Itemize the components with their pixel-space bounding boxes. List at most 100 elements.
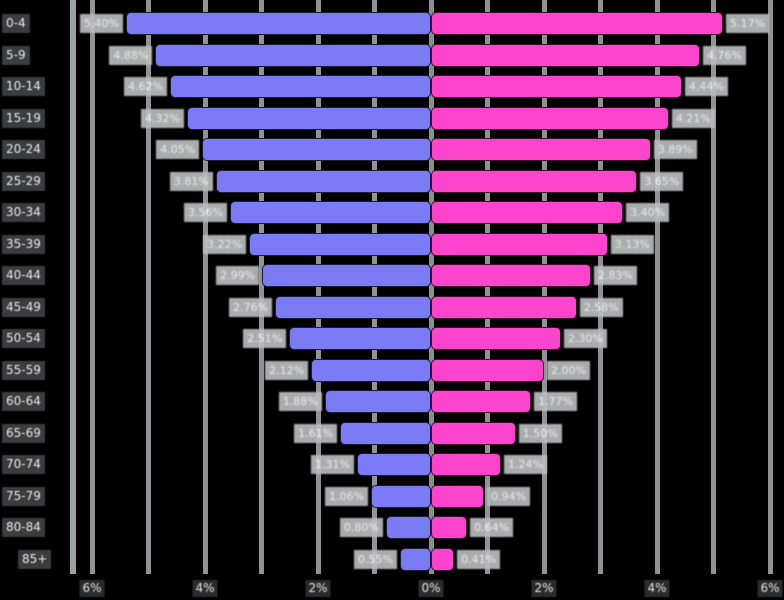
pyramid-row: 4.88% 4.76% 5-9 — [0, 40, 784, 72]
bar-male[interactable] — [215, 169, 431, 193]
bar-value-male: 4.32% — [140, 108, 184, 128]
bar-value-female: 5.17% — [726, 14, 770, 33]
pyramid-row: 1.61% 1.50% 65-69 — [0, 418, 784, 450]
bar-value-male: 3.56% — [183, 203, 227, 222]
bar-value-male: 4.62% — [124, 77, 167, 96]
bar-male[interactable] — [125, 12, 431, 35]
bar-male[interactable] — [385, 516, 431, 539]
x-axis: 6% 4% 2% 0% 2% 4% 6% — [0, 574, 784, 600]
age-group-label: 50-54 — [2, 329, 45, 348]
bar-value-female: 0.94% — [487, 486, 531, 506]
bar-value-male: 3.22% — [203, 234, 247, 254]
bar-value-female: 3.89% — [653, 140, 697, 159]
gridline — [89, 0, 95, 574]
bar-female[interactable] — [431, 12, 724, 35]
age-group-label: 55-59 — [2, 360, 45, 380]
bar-female[interactable] — [431, 169, 638, 193]
bar-value-male: 1.06% — [325, 486, 369, 506]
gridline — [485, 0, 490, 574]
pyramid-row: 1.88% 1.77% 60-64 — [0, 386, 784, 418]
bar-female[interactable] — [431, 421, 516, 445]
age-group-label: 15-19 — [2, 108, 45, 128]
bar-male[interactable] — [155, 43, 431, 67]
bar-male[interactable] — [262, 264, 431, 287]
bar-male[interactable] — [229, 201, 431, 224]
bar-value-male: 4.88% — [109, 45, 153, 65]
pyramid-row: 1.31% 1.24% 70-74 — [0, 449, 784, 481]
gridline — [372, 0, 377, 574]
pyramid-row: 4.62% 4.44% 10-14 — [0, 71, 784, 103]
bar-female[interactable] — [431, 484, 485, 508]
bar-female[interactable] — [431, 295, 577, 319]
age-group-label: 35-39 — [2, 234, 45, 254]
bar-female[interactable] — [431, 106, 669, 130]
x-tick-label: 2% — [531, 580, 557, 597]
y-axis-spine — [70, 0, 76, 574]
bar-male[interactable] — [289, 327, 431, 350]
bar-male[interactable] — [169, 75, 431, 98]
bar-male[interactable] — [371, 484, 431, 508]
bar-male[interactable] — [249, 232, 431, 256]
bar-male[interactable] — [356, 453, 431, 476]
bar-female[interactable] — [431, 453, 502, 476]
bar-male[interactable] — [311, 358, 431, 382]
bar-value-female: 3.13% — [610, 234, 654, 254]
bar-value-female: 3.65% — [640, 171, 684, 191]
bar-female[interactable] — [431, 264, 591, 287]
bar-value-male: 2.76% — [229, 297, 273, 317]
bar-value-female: 2.83% — [593, 266, 637, 285]
bar-female[interactable] — [431, 232, 608, 256]
bar-value-female: 1.24% — [504, 455, 547, 474]
x-tick-label: 4% — [644, 580, 670, 597]
gridline — [654, 0, 660, 574]
age-group-label: 75-79 — [2, 486, 45, 506]
gridline — [315, 0, 321, 574]
gridline — [428, 0, 434, 574]
bar-value-female: 2.58% — [579, 297, 623, 317]
bar-female[interactable] — [431, 327, 561, 350]
age-group-label: 10-14 — [2, 77, 45, 96]
bar-female[interactable] — [431, 516, 468, 539]
bar-female[interactable] — [431, 358, 544, 382]
age-group-label: 60-64 — [2, 392, 45, 411]
age-group-label: 85+ — [18, 549, 52, 569]
x-tick-label: 0% — [418, 580, 444, 597]
bar-male[interactable] — [186, 106, 431, 130]
pyramid-row: 1.06% 0.94% 75-79 — [0, 481, 784, 513]
bar-value-female: 0.64% — [470, 518, 514, 537]
age-group-label: 65-69 — [2, 423, 45, 443]
pyramid-row: 3.56% 3.40% 30-34 — [0, 197, 784, 229]
bar-female[interactable] — [431, 43, 700, 67]
age-group-label: 5-9 — [2, 45, 30, 65]
bar-male[interactable] — [399, 547, 431, 571]
bar-male[interactable] — [275, 295, 431, 319]
bar-value-female: 1.77% — [534, 392, 577, 411]
pyramid-row: 2.51% 2.30% 50-54 — [0, 323, 784, 355]
bar-female[interactable] — [431, 390, 531, 413]
x-tick-label: 2% — [305, 580, 331, 597]
bar-male[interactable] — [340, 421, 431, 445]
age-group-label: 0-4 — [2, 14, 30, 33]
bar-value-female: 3.40% — [626, 203, 670, 222]
gridline — [767, 0, 773, 574]
gridline — [259, 0, 264, 574]
bar-female[interactable] — [431, 201, 624, 224]
bar-male[interactable] — [324, 390, 431, 413]
age-group-label: 20-24 — [2, 140, 45, 159]
bar-female[interactable] — [431, 75, 682, 98]
pyramid-row: 2.99% 2.83% 40-44 — [0, 260, 784, 292]
bar-value-female: 4.76% — [702, 45, 746, 65]
pyramid-row: 5.40% 5.17% 0-4 — [0, 8, 784, 40]
bar-male[interactable] — [202, 138, 431, 161]
pyramid-row: 4.05% 3.89% 20-24 — [0, 134, 784, 166]
bar-value-female: 0.41% — [457, 549, 501, 569]
pyramid-row: 0.55% 0.41% 85+ — [0, 544, 784, 576]
bar-value-male: 2.51% — [243, 329, 287, 348]
bar-value-male: 0.55% — [353, 549, 397, 569]
bar-value-male: 1.88% — [278, 392, 322, 411]
gridline — [202, 0, 208, 574]
bar-female[interactable] — [431, 138, 651, 161]
bar-female[interactable] — [431, 547, 455, 571]
bar-value-male: 2.12% — [265, 360, 309, 380]
